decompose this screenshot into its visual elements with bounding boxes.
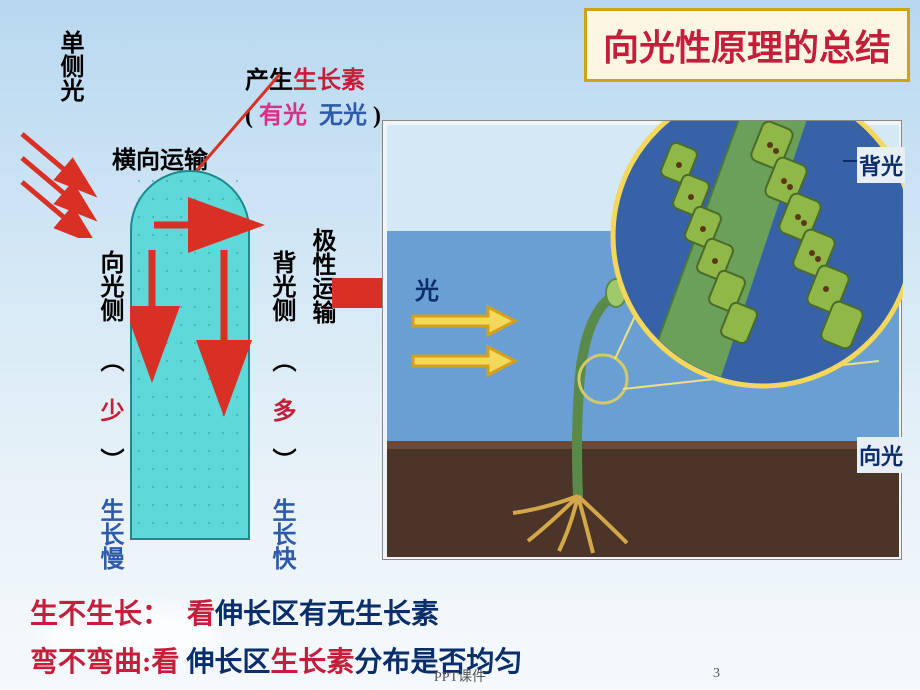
paren-open-r: （ xyxy=(268,348,294,372)
label-light-text: 光 xyxy=(414,278,439,305)
page-footer: PPT课件 3 xyxy=(0,666,920,686)
right-side-group: 背光侧 （ 多 ） 生长快 xyxy=(264,250,299,570)
paren-close-r: ） xyxy=(268,448,294,472)
arrow-to-panel-icon xyxy=(332,278,382,308)
label-back-light: 背光侧 xyxy=(268,250,294,322)
label-polar-transport: 极性运输 xyxy=(304,228,339,324)
label-amount-more: 多 xyxy=(268,398,294,422)
label-back-side: 背光 xyxy=(857,147,905,183)
footer-source: PPT课件 xyxy=(434,670,486,685)
label-grow-fast: 生长快 xyxy=(268,498,294,570)
left-side-group: 向光侧 （ 少 ） 生长慢 xyxy=(92,250,127,570)
paren-close: ） xyxy=(96,448,122,472)
bottom-line-1: 生不生长： 看伸长区有无生长素 xyxy=(30,592,439,632)
footer-page: 3 xyxy=(713,666,720,682)
light-arrows-icon xyxy=(16,128,126,238)
label-grow-slow: 生长慢 xyxy=(96,498,122,570)
cell-diagram-panel: 光 xyxy=(382,120,902,560)
transport-arrows xyxy=(130,170,270,540)
paren-open: （ xyxy=(96,348,122,372)
q1-main: 伸长区有无生长素 xyxy=(215,599,439,630)
q1-prefix: 看 xyxy=(187,599,215,630)
q1-label: 生不生长： xyxy=(30,599,170,630)
label-facing-side: 向光 xyxy=(857,437,905,473)
label-amount-less: 少 xyxy=(96,398,122,422)
label-facing-light: 向光侧 xyxy=(96,250,122,322)
cell-diagram-svg: 光 xyxy=(383,121,903,561)
